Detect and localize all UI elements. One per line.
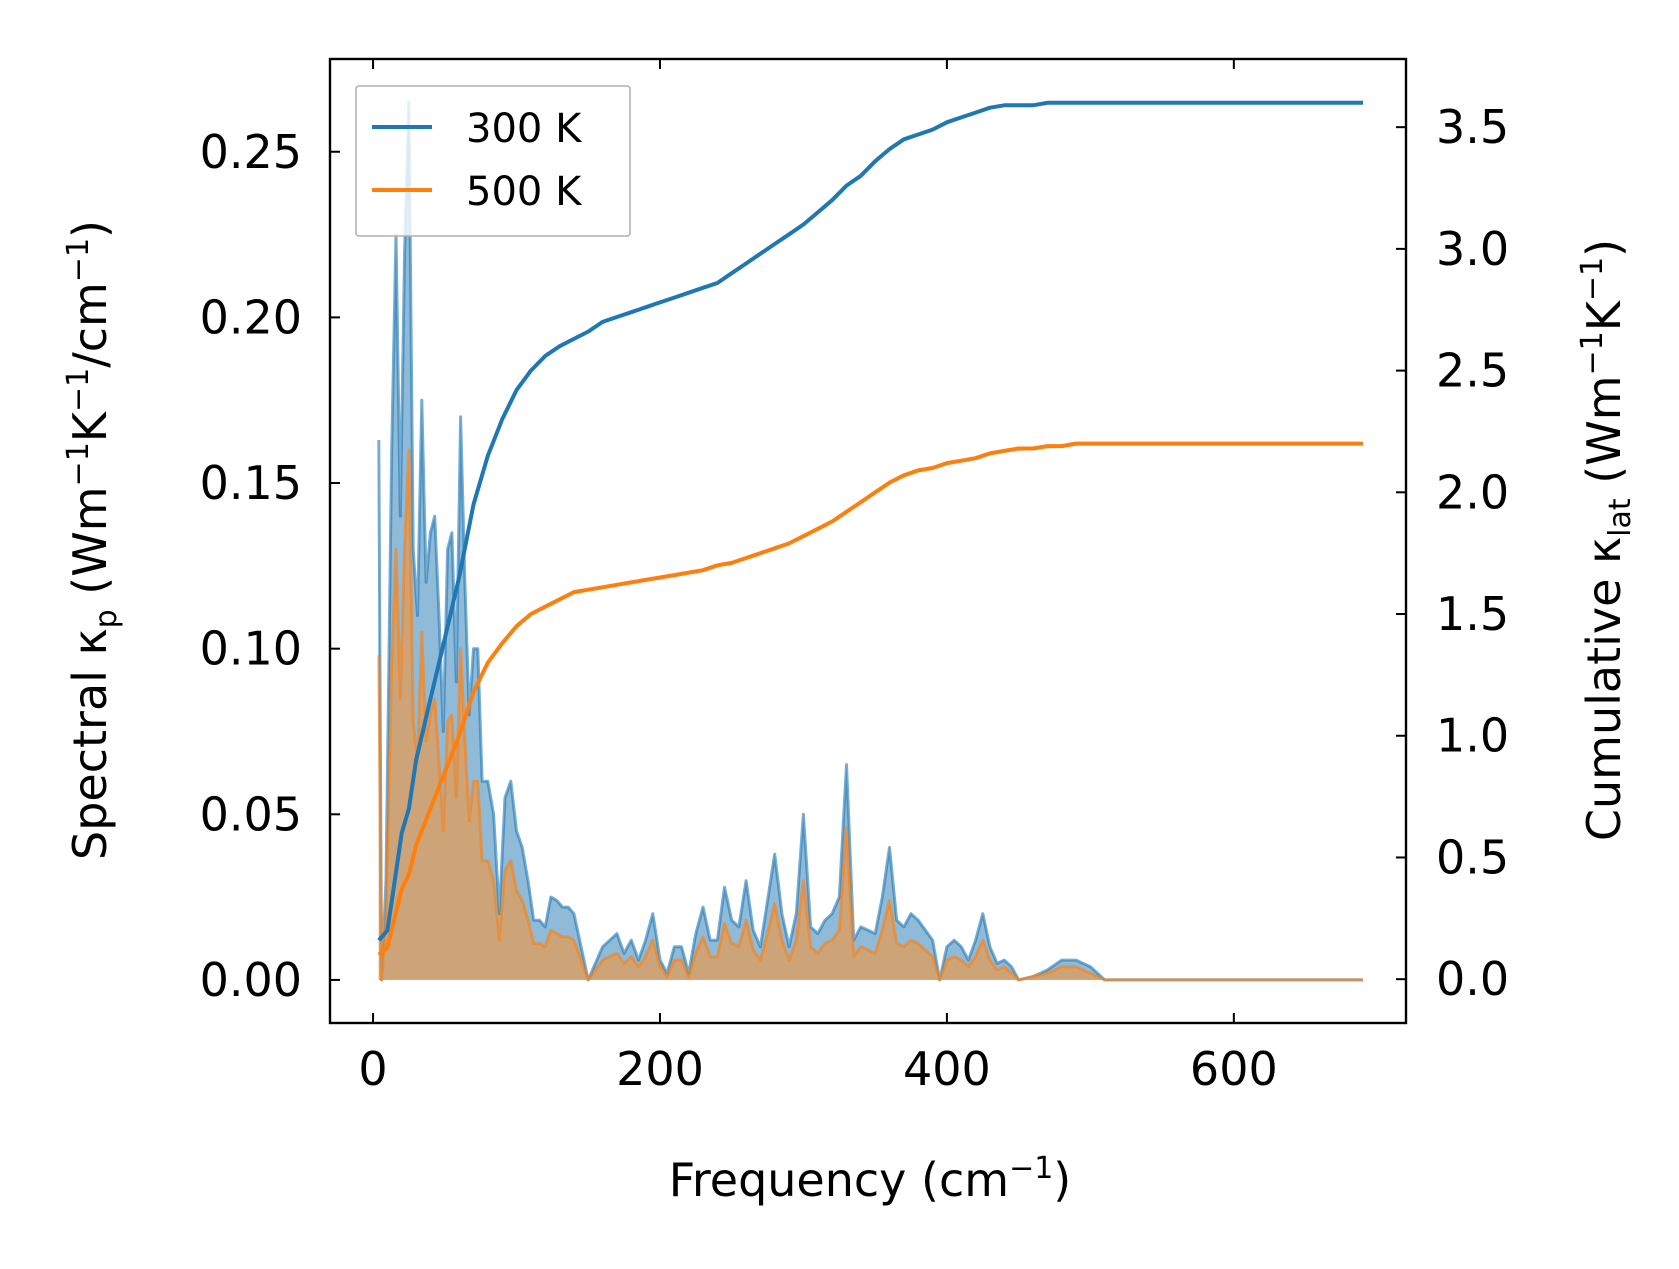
- y-right-tick-label: 3.5: [1436, 100, 1509, 154]
- cumulative-line-300k: [377, 100, 1363, 942]
- legend-box: [355, 85, 631, 237]
- x-axis-title: Frequency (cm−1): [669, 1151, 1072, 1207]
- y-right-tick-label: 0.5: [1436, 830, 1509, 884]
- axis-ticks: [330, 59, 1406, 1023]
- y-left-tick-label: 0.05: [200, 787, 302, 841]
- plot-marks: [377, 100, 1363, 982]
- x-tick-label: 400: [903, 1042, 991, 1096]
- axes-frame: [328, 57, 1408, 1025]
- y-axis-right-title: Cumulative κlat (Wm−1K−1): [1575, 239, 1638, 841]
- x-tick-label: 200: [616, 1042, 704, 1096]
- x-tick-label: 0: [358, 1042, 387, 1096]
- y-right-tick-label: 2.5: [1436, 344, 1509, 398]
- y-right-tick-label: 3.0: [1436, 222, 1509, 276]
- cumulative-line-500k: [377, 441, 1363, 957]
- y-left-tick-label: 0.00: [200, 953, 302, 1007]
- legend-label-300k: 300 K: [466, 106, 583, 152]
- x-tick-label: 600: [1190, 1042, 1278, 1096]
- y-right-tick-label: 2.0: [1436, 465, 1509, 519]
- y-left-tick-label: 0.20: [200, 290, 302, 344]
- y-left-tick-label: 0.25: [200, 125, 302, 179]
- y-right-tick-label: 1.5: [1436, 587, 1509, 641]
- axis-tick-labels: 0 200 400 600 0.00 0.05 0.10 0.15 0.20 0.25 0.0 0.5…: [200, 100, 1510, 1096]
- spectral-area-500k: [378, 449, 1363, 980]
- y-left-tick-label: 0.10: [200, 622, 302, 676]
- y-axis-left-title: Spectral κp (Wm−1K−1/cm−1): [61, 220, 124, 860]
- spectral-line-500k: [377, 448, 1363, 982]
- y-right-tick-label: 1.0: [1436, 709, 1509, 763]
- legend-label-500k: 500 K: [466, 169, 583, 215]
- legend: 300 K 500 K: [355, 85, 631, 237]
- y-left-tick-label: 0.15: [200, 456, 302, 510]
- y-right-tick-label: 0.0: [1436, 952, 1509, 1006]
